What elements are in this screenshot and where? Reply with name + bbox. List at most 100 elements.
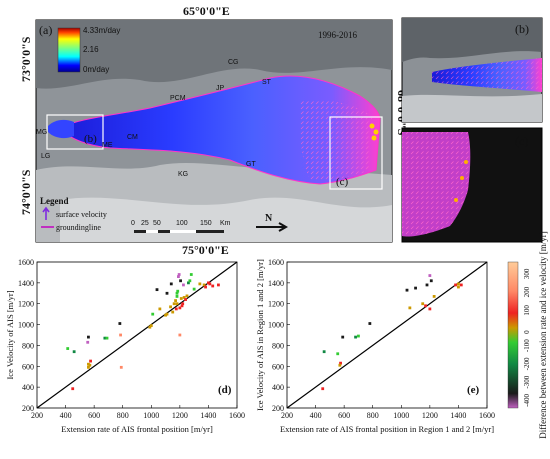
- data-point: [172, 302, 176, 306]
- data-point: [368, 322, 372, 325]
- difference-colorbar-tick-label: 300: [523, 268, 531, 279]
- y-axis-label-e: Ice Velocity of AIS in Region 1 and 2 [m…: [255, 259, 265, 411]
- data-point: [405, 288, 409, 292]
- lat-bottom-label: 74°0'0"S: [19, 169, 33, 215]
- data-point: [175, 291, 179, 295]
- data-point: [177, 275, 180, 278]
- x-tick-label: 800: [367, 411, 379, 420]
- data-point: [165, 312, 169, 316]
- colorbar-mid-label: 2.16: [83, 45, 99, 54]
- front-marker: [464, 160, 468, 164]
- data-point: [322, 350, 326, 354]
- tick-group-d: 200 400 600 800 1000 1200 1400 1600 200 400 600 800…: [18, 258, 245, 420]
- data-point: [454, 283, 457, 287]
- x-tick-label: 1400: [200, 411, 216, 420]
- panel-label-e: (e): [467, 384, 480, 396]
- panel-label-d: (d): [218, 384, 232, 396]
- x-tick-label: 1600: [479, 411, 495, 420]
- x-tick-label: 1000: [393, 411, 409, 420]
- data-point: [428, 307, 432, 311]
- scale-label: 100: [176, 220, 188, 227]
- data-point: [105, 336, 109, 340]
- colorbar-max-label: 4.33m/day: [83, 26, 120, 35]
- legend-title: Legend: [40, 196, 69, 206]
- lat-top-label: 73°0'0"S: [19, 36, 33, 82]
- data-point: [181, 302, 185, 306]
- data-point: [424, 304, 427, 308]
- data-point: [182, 296, 186, 299]
- difference-colorbar-tick-label: -300: [523, 375, 531, 388]
- data-point: [179, 279, 182, 283]
- place-label: JP: [216, 85, 225, 92]
- colorbar-min-label: 0m/day: [83, 65, 109, 74]
- data-point: [217, 283, 220, 287]
- data-point: [204, 285, 207, 289]
- ice-shelf-arrows: [299, 99, 372, 181]
- y-tick-label: 1000: [268, 321, 284, 330]
- data-point: [118, 322, 122, 325]
- data-point: [175, 295, 179, 298]
- front-marker: [371, 135, 377, 141]
- x-tick-label: 1400: [450, 411, 466, 420]
- data-point: [408, 306, 412, 310]
- panel-label-c: (c): [515, 134, 528, 148]
- data-point: [202, 283, 206, 287]
- data-point: [182, 283, 185, 287]
- data-point: [119, 365, 123, 369]
- data-point: [86, 340, 90, 344]
- data-point: [119, 333, 122, 337]
- difference-colorbar-tick-label: -200: [523, 357, 531, 370]
- lon-top-label: 65°0'0"E: [183, 4, 230, 18]
- place-label: GT: [246, 161, 256, 168]
- lon-bottom-label: 75°0'0"E: [182, 243, 229, 257]
- data-point: [457, 285, 460, 289]
- legend-item-groundingline: groundingline: [56, 223, 101, 232]
- y-tick-label: 400: [272, 383, 284, 392]
- x-tick-label: 400: [310, 411, 322, 420]
- data-point: [164, 313, 167, 317]
- data-point: [341, 335, 345, 339]
- data-point: [211, 284, 215, 288]
- y-tick-label: 1600: [268, 258, 284, 267]
- y-tick-label: 1200: [268, 300, 284, 309]
- difference-colorbar-ramp: [507, 261, 519, 409]
- data-point: [184, 298, 187, 301]
- data-point: [428, 274, 432, 277]
- difference-colorbar: -400 -300 -200 -100 0 100 200 300 Difference be…: [507, 231, 548, 439]
- place-label: PCM: [170, 95, 186, 102]
- x-tick-label: 1000: [143, 411, 159, 420]
- front-marker: [454, 198, 458, 202]
- x-tick-label: 600: [338, 411, 350, 420]
- data-point: [66, 347, 70, 350]
- difference-colorbar-tick-label: 100: [523, 305, 531, 316]
- scale-bar-segment: [146, 230, 158, 233]
- data-point: [187, 281, 190, 285]
- inset-panel-c: (c): [401, 127, 543, 243]
- data-point: [189, 273, 193, 276]
- x-axis-label-e: Extension rate of AIS frontal position i…: [280, 424, 494, 434]
- place-label: ME: [102, 142, 113, 149]
- data-point: [188, 279, 192, 283]
- north-arrow-icon: [256, 222, 289, 232]
- surface-velocity-arrow-icon: [42, 206, 50, 220]
- place-label: KG: [178, 171, 188, 178]
- scale-label: 50: [153, 220, 161, 227]
- inset-b-terrain: [402, 18, 542, 62]
- front-marker: [460, 176, 464, 180]
- x-tick-label: 1200: [422, 411, 438, 420]
- data-point: [158, 307, 162, 311]
- difference-colorbar-tick-label: -400: [523, 394, 531, 407]
- place-label: MG: [36, 129, 47, 136]
- scale-label: 25: [141, 220, 149, 227]
- inset-b-terrain-lower: [402, 94, 542, 122]
- difference-colorbar-tick-label: 200: [523, 286, 531, 297]
- data-point: [178, 333, 182, 337]
- velocity-colorbar: [57, 27, 81, 73]
- data-point: [425, 283, 429, 287]
- data-point: [151, 312, 155, 316]
- place-label: CG: [228, 59, 239, 66]
- map-panel-a: 4.33m/day 2.16 0m/day (a) 1996-2016 (b) …: [35, 19, 393, 243]
- data-point: [207, 281, 210, 285]
- tick-group-e: 200 400 600 800 1000 1200 1400 1600 200 400 600 800…: [268, 258, 495, 420]
- data-point: [198, 282, 202, 286]
